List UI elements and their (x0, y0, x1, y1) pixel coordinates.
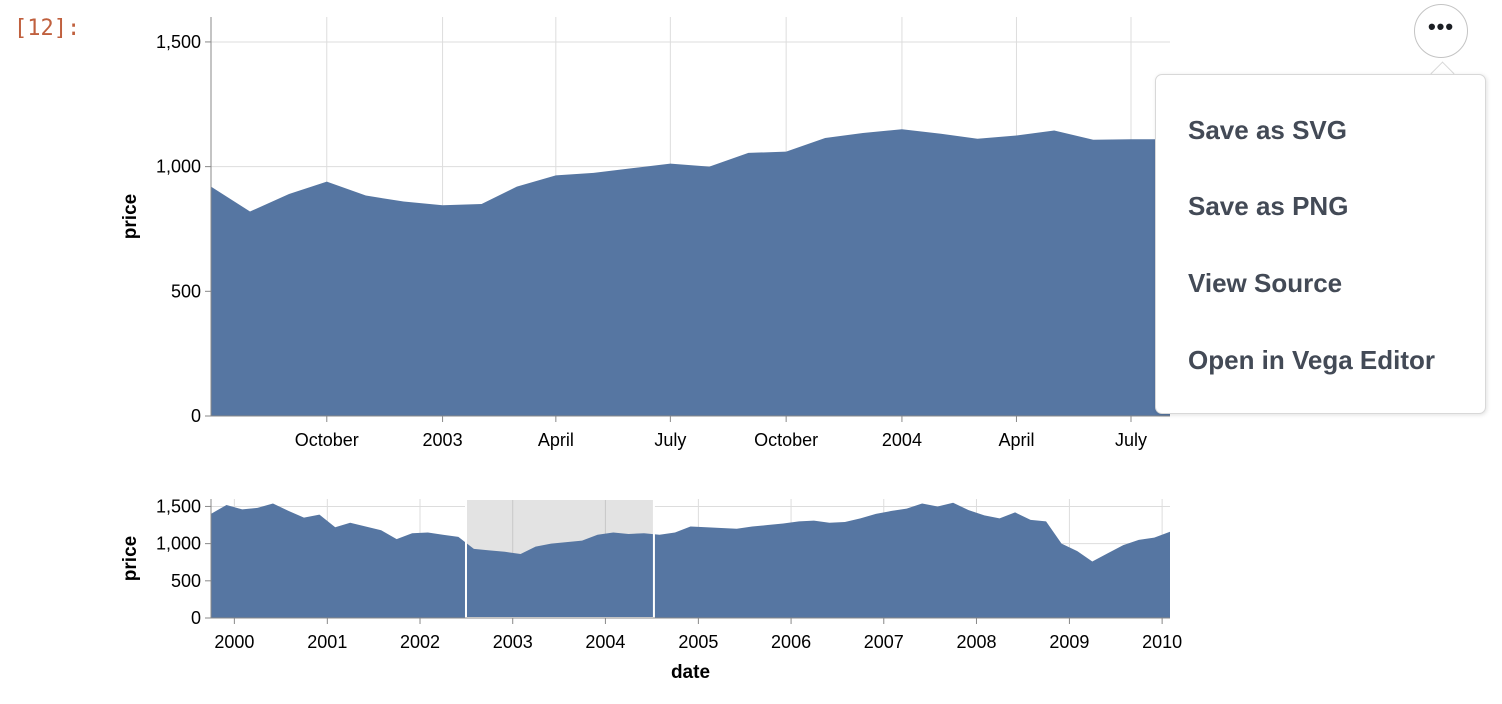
detail-y-tick-label: 500 (171, 281, 201, 301)
detail-x-tick-label: July (1115, 430, 1147, 450)
overview-x-tick-label: 2006 (771, 632, 811, 652)
detail-x-tick-label: October (295, 430, 359, 450)
overview-y-axis-title: price (120, 536, 141, 581)
detail-x-tick-label: 2003 (423, 430, 463, 450)
export-actions-menu: Save as SVG Save as PNG View Source Open… (1155, 74, 1486, 414)
cell-execution-prompt: [12]: (14, 16, 81, 41)
detail-x-tick-label: April (998, 430, 1034, 450)
overview-x-tick-label: 2005 (678, 632, 718, 652)
overview-x-axis-title: date (671, 662, 710, 683)
overview-x-tick-label: 2007 (864, 632, 904, 652)
save-as-svg-menu-item[interactable]: Save as SVG (1188, 115, 1347, 145)
view-source-menu-item[interactable]: View Source (1188, 268, 1343, 298)
detail-y-tick-label: 0 (191, 406, 201, 426)
overview-x-tick-label: 2003 (493, 632, 533, 652)
overview-price-area (211, 502, 1170, 618)
overview-x-tick-label: 2000 (214, 632, 254, 652)
overview-y-tick-label: 1,000 (156, 534, 201, 554)
overview-x-tick-label: 2009 (1049, 632, 1089, 652)
overview-y-tick-label: 500 (171, 571, 201, 591)
detail-y-tick-label: 1,000 (156, 157, 201, 177)
overview-y-tick-label: 1,500 (156, 496, 201, 516)
detail-x-tick-label: July (654, 430, 686, 450)
overview-view: 0 500 1,000 1,500 2000 2001 2002 2003 2004 2005 20… (120, 496, 1182, 683)
overview-x-tick-label: 2004 (585, 632, 625, 652)
detail-view: 0 500 1,000 1,500 October 2003 April July Octobe… (120, 17, 1170, 450)
save-as-png-menu-item[interactable]: Save as PNG (1188, 191, 1349, 221)
actions-menu-button[interactable]: ••• (1414, 4, 1468, 58)
open-in-vega-editor-menu-item[interactable]: Open in Vega Editor (1188, 345, 1436, 375)
overview-x-tick-label: 2010 (1142, 632, 1182, 652)
overview-x-tick-label: 2001 (307, 632, 347, 652)
detail-y-tick-label: 1,500 (156, 32, 201, 52)
detail-x-tick-label: 2004 (882, 430, 922, 450)
detail-x-tick-label: April (538, 430, 574, 450)
overview-y-tick-label: 0 (191, 608, 201, 628)
detail-price-area (211, 129, 1170, 416)
detail-x-tick-label: October (754, 430, 818, 450)
detail-y-axis-title: price (120, 194, 141, 239)
overview-x-tick-label: 2008 (956, 632, 996, 652)
overview-x-tick-label: 2002 (400, 632, 440, 652)
more-horizontal-icon: ••• (1427, 14, 1455, 39)
